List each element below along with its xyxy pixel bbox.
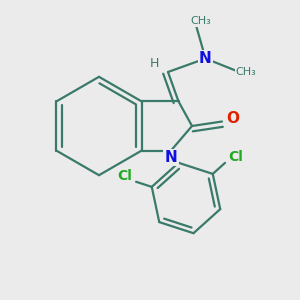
Text: O: O	[226, 111, 239, 126]
Text: H: H	[150, 57, 159, 70]
Text: N: N	[199, 51, 212, 66]
Text: Cl: Cl	[117, 169, 132, 183]
Text: CH₃: CH₃	[236, 67, 256, 77]
Text: N: N	[165, 150, 177, 165]
Text: CH₃: CH₃	[190, 16, 212, 26]
Text: Cl: Cl	[228, 151, 243, 164]
